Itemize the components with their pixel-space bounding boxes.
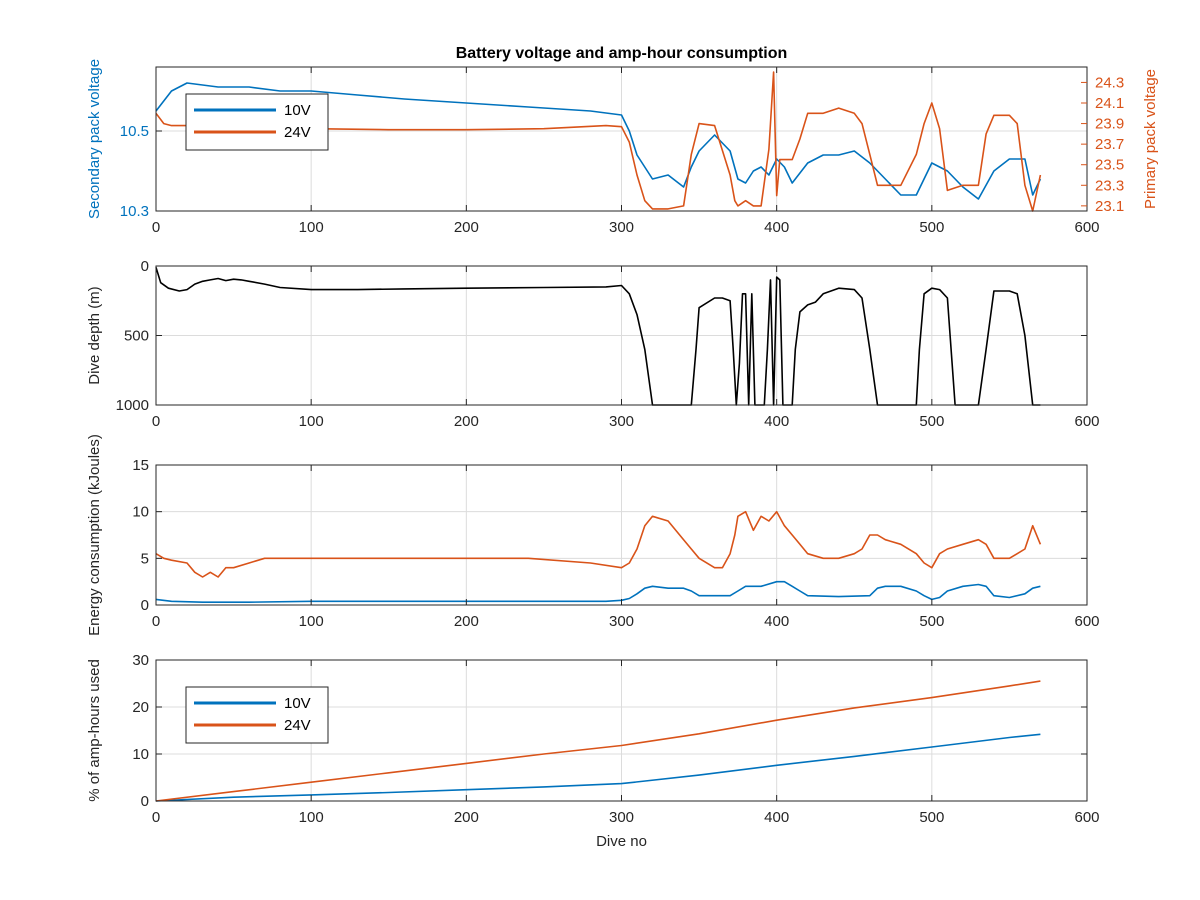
chart-3.legend-label-24V: 24V — [284, 717, 311, 734]
chart-3.xtick-label-4: 400 — [764, 809, 789, 826]
chart-2.ytick-label-1: 5 — [141, 550, 149, 567]
chart-3.series-24V — [155, 680, 1041, 802]
chart-2.xtick-label-0: 0 — [152, 613, 160, 630]
chart-3.series-10V — [155, 733, 1041, 802]
chart-1.ytick-label-0: 0 — [141, 258, 149, 275]
chart-0.series-10V — [155, 82, 1042, 200]
chart-3.xtick-label-0: 0 — [152, 809, 160, 826]
chart-2.ylabel: Energy consumption (kJoules) — [86, 434, 103, 636]
chart-1.xtick-label-0: 0 — [152, 413, 160, 430]
chart-1.ylabel: Dive depth (m) — [86, 286, 103, 384]
chart-0.xtick-label-0: 0 — [152, 219, 160, 236]
chart-0.ylabel-right: Primary pack voltage — [1142, 69, 1159, 209]
chart-0.xtick-label-6: 600 — [1074, 219, 1099, 236]
chart-1.ytick-label-2: 1000 — [116, 397, 149, 414]
chart-0.legend-box — [185, 93, 329, 151]
chart-3.ytick-label-1: 10 — [132, 746, 149, 763]
chart-1.series-line-0 — [155, 267, 1041, 406]
chart-1.xtick-label-6: 600 — [1074, 413, 1099, 430]
chart-0.legend-label-24V: 24V — [284, 124, 311, 141]
chart-3.xtick-label-3: 300 — [609, 809, 634, 826]
chart-0.legend-label-10V: 10V — [284, 102, 311, 119]
chart-3.xlabel: Dive no — [596, 833, 647, 850]
chart-2.xtick-label-3: 300 — [609, 613, 634, 630]
chart-0.ytick-right-label-3: 23.7 — [1095, 136, 1124, 153]
chart-3.ytick-label-2: 20 — [132, 699, 149, 716]
chart-1.xtick-label-2: 200 — [454, 413, 479, 430]
chart-2.series-24V — [155, 510, 1042, 578]
chart-0.ytick-right-label-5: 24.1 — [1095, 95, 1124, 112]
chart-2.xtick-label-2: 200 — [454, 613, 479, 630]
chart-2.xtick-label-1: 100 — [299, 613, 324, 630]
chart-0.series-24V — [155, 71, 1042, 212]
chart-0.xtick-label-1: 100 — [299, 219, 324, 236]
chart-0.ytick-right-label-6: 24.3 — [1095, 74, 1124, 91]
chart-3.xtick-label-5: 500 — [919, 809, 944, 826]
chart-3.xtick-label-1: 100 — [299, 809, 324, 826]
chart-1.xtick-label-4: 400 — [764, 413, 789, 430]
chart-3.legend-label-10V: 10V — [284, 695, 311, 712]
chart-3.xtick-label-6: 600 — [1074, 809, 1099, 826]
chart-0.xtick-label-3: 300 — [609, 219, 634, 236]
chart-2.ytick-label-2: 10 — [132, 504, 149, 521]
chart-3.xtick-label-2: 200 — [454, 809, 479, 826]
chart-0.ytick-label-0: 10.3 — [120, 203, 149, 220]
chart-3.ylabel: % of amp-hours used — [86, 659, 103, 802]
chart-2.xtick-label-6: 600 — [1074, 613, 1099, 630]
chart-0.ytick-label-1: 10.5 — [120, 123, 149, 140]
chart-1.xtick-label-3: 300 — [609, 413, 634, 430]
chart-0.xtick-label-5: 500 — [919, 219, 944, 236]
chart-0.ytick-right-label-2: 23.5 — [1095, 157, 1124, 174]
chart-2.xtick-label-4: 400 — [764, 613, 789, 630]
chart-2.ytick-label-0: 0 — [141, 597, 149, 614]
chart-0.ytick-right-label-0: 23.1 — [1095, 198, 1124, 215]
chart-0.title: Battery voltage and amp-hour consumption — [456, 45, 788, 62]
chart-0.ylabel: Secondary pack voltage — [86, 59, 103, 219]
chart-3.ytick-label-0: 0 — [141, 793, 149, 810]
chart-2.ytick-label-3: 15 — [132, 457, 149, 474]
chart-0.ytick-right-label-4: 23.9 — [1095, 116, 1124, 133]
chart-3.legend-box — [185, 686, 329, 744]
chart-1.ytick-label-1: 500 — [124, 328, 149, 345]
chart-0.xtick-label-4: 400 — [764, 219, 789, 236]
chart-2.series-10V — [155, 580, 1041, 604]
chart-0.xtick-label-2: 200 — [454, 219, 479, 236]
chart-0.ytick-right-label-1: 23.3 — [1095, 177, 1124, 194]
chart-1.xtick-label-1: 100 — [299, 413, 324, 430]
chart-2.xtick-label-5: 500 — [919, 613, 944, 630]
chart-1.xtick-label-5: 500 — [919, 413, 944, 430]
chart-3.ytick-label-3: 30 — [132, 652, 149, 669]
